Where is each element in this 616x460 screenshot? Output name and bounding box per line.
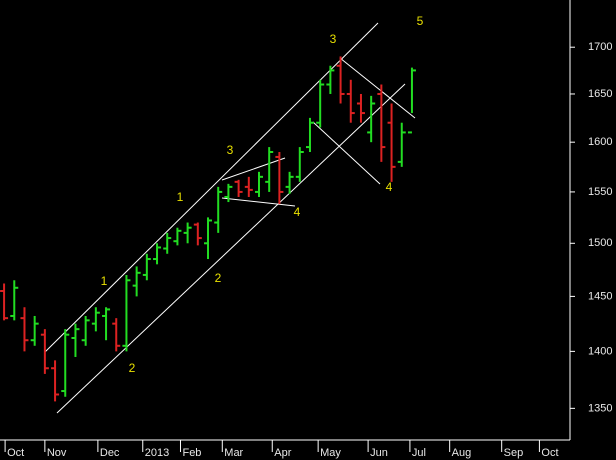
- y-tick-label: 1500: [588, 237, 612, 249]
- wave-label: 5: [417, 14, 424, 28]
- y-tick-label: 1550: [588, 186, 612, 198]
- x-tick-label: Jul: [412, 447, 426, 459]
- wave-label: 4: [386, 180, 393, 194]
- x-tick-label: Oct: [7, 447, 24, 459]
- wave-label: 2: [215, 271, 222, 285]
- y-tick-label: 1600: [588, 136, 612, 148]
- wave-label: 4: [294, 205, 301, 219]
- wave-label: 1: [177, 190, 184, 204]
- x-tick-label: Feb: [182, 447, 201, 459]
- wave-label: 3: [330, 32, 337, 46]
- x-tick-label: Dec: [100, 447, 120, 459]
- y-tick-label: 1700: [588, 41, 612, 53]
- trend-line: [339, 57, 416, 119]
- x-tick-label: Mar: [224, 447, 243, 459]
- y-tick-label: 1400: [588, 345, 612, 357]
- x-tick-label: May: [320, 447, 341, 459]
- y-tick-label: 1350: [588, 402, 612, 414]
- x-tick-label: 2013: [145, 447, 169, 459]
- trend-line: [312, 121, 381, 185]
- x-tick-label: Jun: [370, 447, 388, 459]
- trend-line: [44, 22, 379, 353]
- x-tick-label: Sep: [504, 447, 524, 459]
- y-tick-label: 1650: [588, 88, 612, 100]
- y-tick-label: 1450: [588, 290, 612, 302]
- trend-line: [221, 197, 296, 207]
- x-tick-label: Aug: [452, 447, 472, 459]
- trend-line: [221, 157, 286, 181]
- trend-line: [56, 83, 406, 414]
- x-tick-label: Nov: [47, 447, 67, 459]
- wave-label: 2: [129, 361, 136, 375]
- wave-label: 3: [227, 143, 234, 157]
- wave-label: 1: [101, 274, 108, 288]
- x-tick-label: Oct: [541, 447, 558, 459]
- x-tick-label: Apr: [274, 447, 291, 459]
